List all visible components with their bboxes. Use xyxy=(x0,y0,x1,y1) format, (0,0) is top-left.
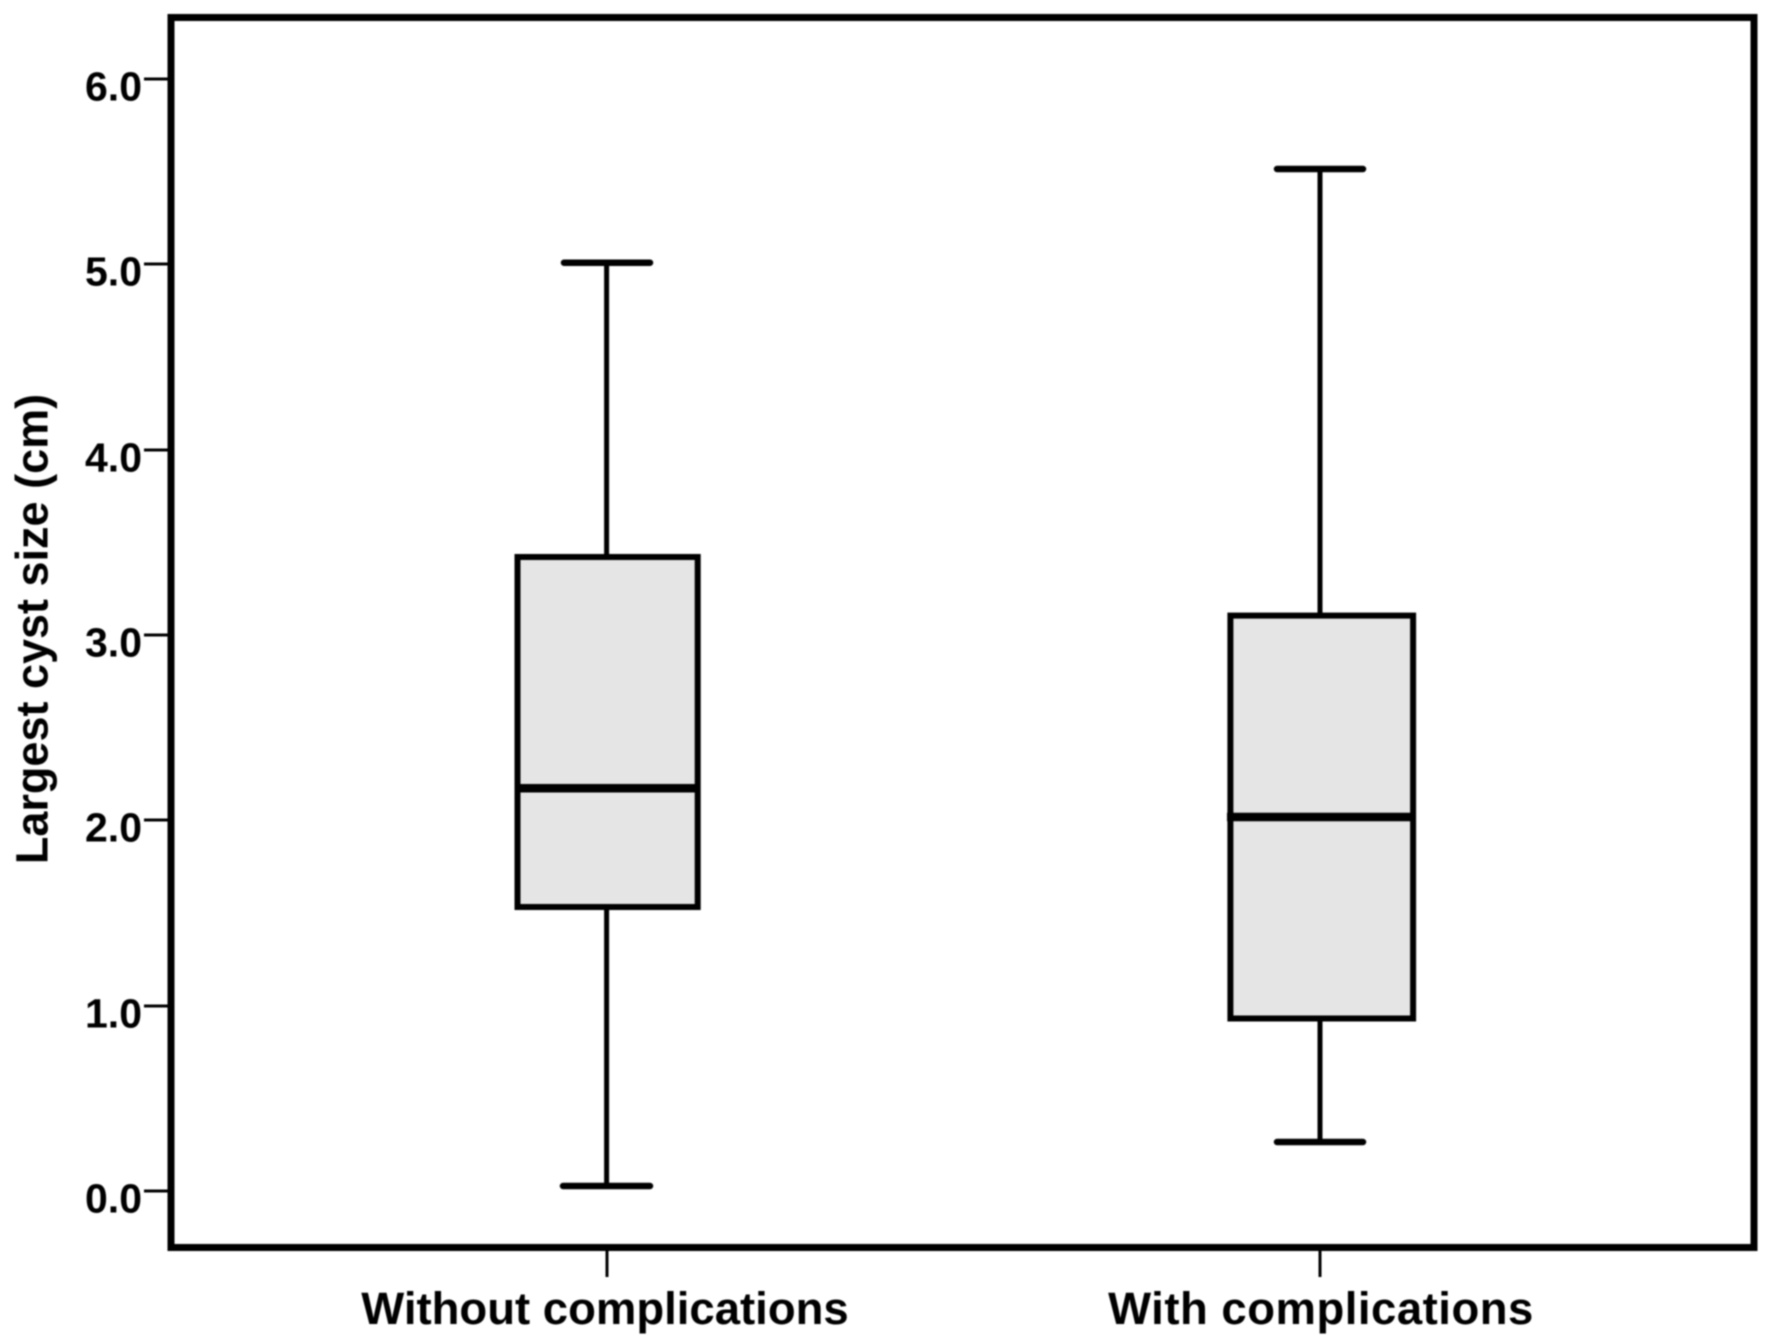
svg-text:4.0: 4.0 xyxy=(85,435,142,481)
svg-text:0.0: 0.0 xyxy=(85,1176,142,1222)
svg-text:5.0: 5.0 xyxy=(85,249,142,295)
svg-text:1.0: 1.0 xyxy=(85,991,142,1037)
svg-text:2.0: 2.0 xyxy=(85,805,142,851)
svg-text:Largest cyst size (cm): Largest cyst size (cm) xyxy=(7,394,58,864)
svg-text:Without complications: Without complications xyxy=(361,1283,848,1334)
svg-text:3.0: 3.0 xyxy=(85,620,142,666)
svg-text:6.0: 6.0 xyxy=(85,64,142,110)
svg-text:With complications: With complications xyxy=(1108,1283,1534,1334)
